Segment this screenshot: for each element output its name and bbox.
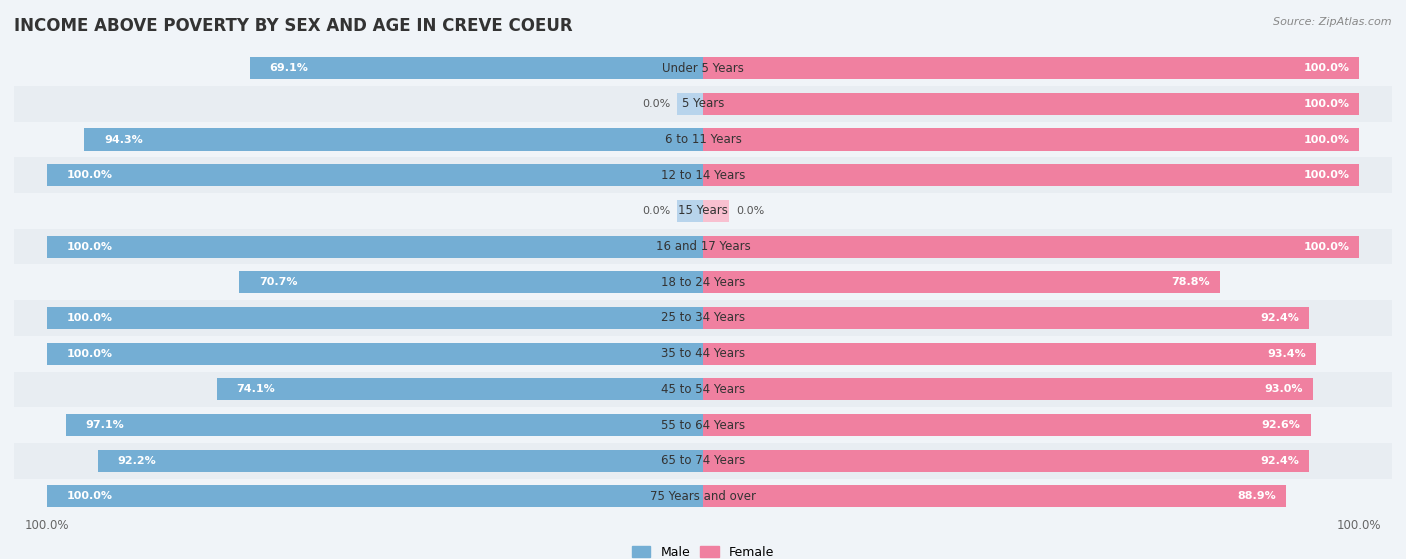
- Text: 74.1%: 74.1%: [236, 385, 276, 394]
- Bar: [703, 449, 1309, 472]
- Text: 92.4%: 92.4%: [1261, 313, 1299, 323]
- Bar: [84, 129, 703, 150]
- Bar: [46, 343, 703, 364]
- Bar: [703, 485, 1286, 508]
- Text: Under 5 Years: Under 5 Years: [662, 61, 744, 75]
- Text: 100.0%: 100.0%: [1303, 135, 1350, 145]
- Bar: [217, 378, 703, 400]
- Bar: [66, 414, 703, 436]
- Bar: [46, 235, 703, 258]
- Text: 45 to 54 Years: 45 to 54 Years: [661, 383, 745, 396]
- Text: 0.0%: 0.0%: [643, 206, 671, 216]
- Bar: [703, 271, 1220, 293]
- Bar: [703, 235, 1360, 258]
- Text: 78.8%: 78.8%: [1171, 277, 1211, 287]
- Text: 100.0%: 100.0%: [1303, 241, 1350, 252]
- Text: 93.0%: 93.0%: [1265, 385, 1303, 394]
- Bar: [46, 164, 703, 186]
- Text: 55 to 64 Years: 55 to 64 Years: [661, 419, 745, 432]
- Text: 93.4%: 93.4%: [1267, 349, 1306, 359]
- Text: 25 to 34 Years: 25 to 34 Years: [661, 311, 745, 324]
- Legend: Male, Female: Male, Female: [627, 541, 779, 559]
- Bar: [703, 164, 1360, 186]
- Bar: [14, 158, 1392, 193]
- Bar: [250, 57, 703, 79]
- Text: 97.1%: 97.1%: [86, 420, 124, 430]
- Bar: [14, 264, 1392, 300]
- Bar: [14, 336, 1392, 372]
- Bar: [703, 307, 1309, 329]
- Bar: [14, 300, 1392, 336]
- Text: 100.0%: 100.0%: [66, 313, 112, 323]
- Bar: [14, 443, 1392, 479]
- Text: 6 to 11 Years: 6 to 11 Years: [665, 133, 741, 146]
- Bar: [14, 193, 1392, 229]
- Bar: [14, 86, 1392, 122]
- Bar: [14, 372, 1392, 407]
- Text: 100.0%: 100.0%: [1303, 63, 1350, 73]
- Text: 94.3%: 94.3%: [104, 135, 142, 145]
- Text: 35 to 44 Years: 35 to 44 Years: [661, 347, 745, 360]
- Bar: [14, 50, 1392, 86]
- Text: 16 and 17 Years: 16 and 17 Years: [655, 240, 751, 253]
- Text: 0.0%: 0.0%: [643, 99, 671, 109]
- Bar: [703, 414, 1310, 436]
- Bar: [703, 378, 1313, 400]
- Bar: [239, 271, 703, 293]
- Bar: [98, 449, 703, 472]
- Text: 100.0%: 100.0%: [66, 491, 112, 501]
- Bar: [703, 93, 1360, 115]
- Bar: [703, 57, 1360, 79]
- Bar: [703, 129, 1360, 150]
- Text: 92.2%: 92.2%: [118, 456, 156, 466]
- Text: 69.1%: 69.1%: [270, 63, 308, 73]
- Bar: [14, 479, 1392, 514]
- Text: 88.9%: 88.9%: [1237, 491, 1277, 501]
- Text: 92.4%: 92.4%: [1261, 456, 1299, 466]
- Bar: [14, 229, 1392, 264]
- Text: 100.0%: 100.0%: [1303, 99, 1350, 109]
- Text: 0.0%: 0.0%: [735, 206, 763, 216]
- Text: 100.0%: 100.0%: [66, 241, 112, 252]
- Text: 70.7%: 70.7%: [259, 277, 297, 287]
- Bar: [46, 485, 703, 508]
- Text: 100.0%: 100.0%: [66, 349, 112, 359]
- Text: 100.0%: 100.0%: [1303, 170, 1350, 180]
- Text: 65 to 74 Years: 65 to 74 Years: [661, 454, 745, 467]
- Text: INCOME ABOVE POVERTY BY SEX AND AGE IN CREVE COEUR: INCOME ABOVE POVERTY BY SEX AND AGE IN C…: [14, 17, 572, 35]
- Text: 92.6%: 92.6%: [1261, 420, 1301, 430]
- Text: 100.0%: 100.0%: [66, 170, 112, 180]
- Text: 5 Years: 5 Years: [682, 97, 724, 110]
- Text: 12 to 14 Years: 12 to 14 Years: [661, 169, 745, 182]
- Bar: [676, 200, 703, 222]
- Bar: [14, 122, 1392, 158]
- Bar: [676, 93, 703, 115]
- Text: 18 to 24 Years: 18 to 24 Years: [661, 276, 745, 289]
- Text: 75 Years and over: 75 Years and over: [650, 490, 756, 503]
- Text: Source: ZipAtlas.com: Source: ZipAtlas.com: [1274, 17, 1392, 27]
- Bar: [46, 307, 703, 329]
- Bar: [14, 407, 1392, 443]
- Bar: [703, 343, 1316, 364]
- Bar: [703, 200, 730, 222]
- Text: 15 Years: 15 Years: [678, 205, 728, 217]
